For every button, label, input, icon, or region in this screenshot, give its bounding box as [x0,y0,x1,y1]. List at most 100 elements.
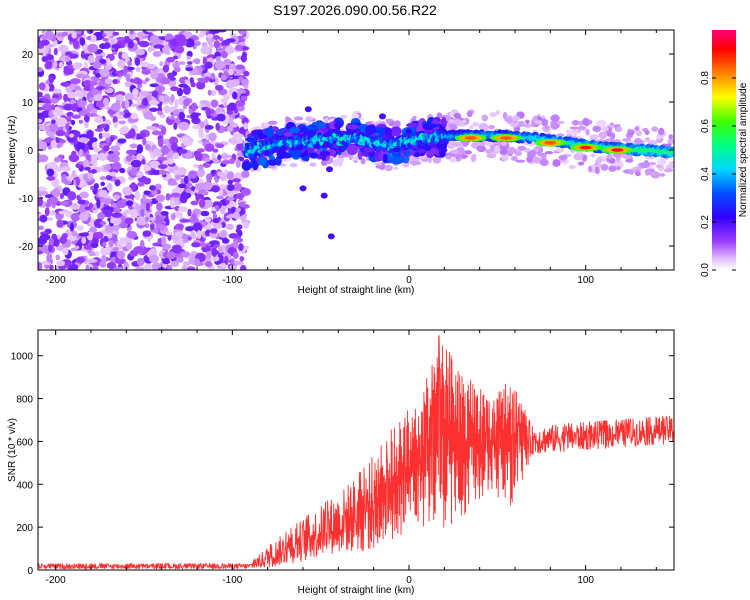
spectrogram-cell [61,232,68,240]
spectrogram-cell [112,79,118,85]
spectrogram-cell [157,138,164,148]
spectrogram-cell [40,39,50,46]
spectrogram-cell [616,126,623,133]
spectrogram-cell [85,264,90,270]
spectrogram-cell [212,148,219,153]
spectrogram-cell [142,136,147,146]
spectrogram-cell [169,115,176,120]
spectrogram-cell [47,123,59,133]
spectrogram-cell [515,159,526,163]
y-tick-label: 0 [27,566,33,577]
spectrogram-cell [149,70,159,80]
spectrogram-cell [56,260,66,267]
spectrogram-cell [63,93,69,102]
y-tick-label: 1000 [11,352,34,363]
spectrogram-cell [235,207,241,213]
spectrogram-cell [302,144,308,150]
spectrogram-cell [382,153,388,163]
spectrogram-cell [139,132,146,137]
spectrogram-cell [125,149,137,155]
spectrogram-cell [143,190,151,195]
spectrogram-cell [228,116,234,126]
spectrogram-cell [178,206,188,212]
spectrogram-cell [193,66,198,76]
spectrogram-cell [202,56,207,65]
spectrogram-cell [147,46,153,53]
spectrogram-cell [101,197,112,205]
spectrogram-cell [644,129,650,135]
spectrogram-cell [408,160,419,165]
spectrogram-cell [374,162,383,166]
spectrogram-cell [46,253,53,263]
spectrogram-cell [107,153,118,162]
spectrogram-cell [228,232,239,239]
spectrogram-cell [628,168,634,175]
spectrogram-cell [635,140,645,145]
spectrogram-cell [532,156,541,164]
spectrogram-cell [630,144,636,149]
spectrogram-cell [476,145,487,153]
spectrogram-cell [360,157,366,165]
spectrogram-cell [76,225,84,231]
spectrogram-cell [176,166,187,176]
spectrogram-cell [149,185,157,191]
spectrogram-cell [86,258,98,264]
spectrogram-cell [472,121,480,127]
spectrogram-cell [136,216,146,225]
spectrogram-cell [627,128,632,134]
spectrogram-cell [106,262,116,270]
spectrogram-ylabel: Frequency (Hz) [7,116,18,185]
spectrogram-cell [214,204,220,210]
spectrogram-cell [145,202,151,212]
spectrogram-cell [162,259,171,265]
x-tick-label: 0 [406,575,412,586]
colorbar-label: Normalized spectral amplitude [738,82,749,217]
spectrogram-cell [159,61,164,67]
spectrogram-cell [134,48,146,56]
spectrogram-cell [334,121,342,130]
spectrogram-cell [157,87,163,97]
spectrogram-cell [99,59,107,64]
spectrogram-cell [116,240,128,246]
spectrogram-cell [614,160,624,169]
spectrogram-cell [158,164,168,169]
spectrogram-cell [58,61,64,69]
colorbar-ticks: 0.0 0.2 0.4 0.6 0.8 [700,71,736,277]
spectrogram-cell [38,250,44,255]
spectrogram-cell [488,124,495,130]
spectrogram-cell [117,59,126,68]
spectrogram-cell [38,197,43,207]
spectrogram-cell [122,186,133,196]
spectrogram-cell [240,95,248,102]
spectrogram-cell [181,264,188,270]
spectrogram-cell [537,152,547,157]
spectrogram-cell [585,128,590,136]
spectrogram-cell [63,68,74,76]
spectrogram-cell [216,113,226,122]
spectrogram-cell [293,116,304,121]
spectrogram-cell [289,162,298,168]
spectrogram-cell [220,160,232,165]
spectrogram-cell [148,254,160,264]
spectrogram-cell [118,51,123,60]
spectrogram-cell [494,145,501,153]
spectrogram-cell [226,171,235,180]
spectrogram-cell [84,114,90,123]
spectrogram-cell [378,154,384,162]
spectrogram-cell [115,114,125,120]
spectrogram-cell [240,187,252,196]
spectrogram-cell [170,260,179,267]
spectrogram-cell [73,89,84,98]
spectrogram-cell [478,140,487,147]
spectrogram-cell [657,157,667,166]
spectrogram-cell [102,241,107,248]
spectrogram-cell [174,231,184,237]
spectrogram-cell [656,133,663,140]
spectrogram-cell [71,114,82,119]
spectrogram-cell [79,211,89,222]
spectrogram-cell [568,165,576,169]
spectrogram-cell [198,132,205,138]
y-tick-label: -20 [19,242,34,253]
spectrogram-cell [501,154,509,161]
